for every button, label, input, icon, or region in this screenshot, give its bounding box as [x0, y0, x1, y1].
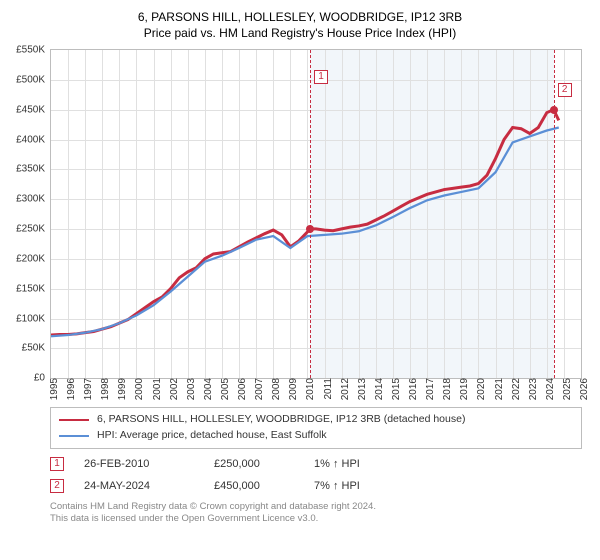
y-tick-label: £250K	[16, 224, 51, 235]
marker-label-2: 2	[558, 83, 572, 97]
y-tick-label: £50K	[22, 343, 51, 354]
title-block: 6, PARSONS HILL, HOLLESLEY, WOODBRIDGE, …	[10, 10, 590, 41]
x-tick-label: 1999	[115, 378, 128, 400]
event-change-1: 1% ↑ HPI	[314, 458, 360, 470]
y-tick-label: £300K	[16, 194, 51, 205]
x-tick-label: 2009	[286, 378, 299, 400]
y-tick-label: £450K	[16, 104, 51, 115]
x-tick-label: 2023	[526, 378, 539, 400]
x-tick-label: 2026	[577, 378, 590, 400]
line-svg	[51, 50, 581, 378]
marker-dot-1	[306, 225, 314, 233]
event-row-2: 2 24-MAY-2024 £450,000 7% ↑ HPI	[50, 479, 582, 493]
x-tick-label: 2014	[372, 378, 385, 400]
y-tick-label: £100K	[16, 313, 51, 324]
x-tick-label: 2016	[406, 378, 419, 400]
legend-item-hpi: HPI: Average price, detached house, East…	[59, 428, 573, 444]
chart-title: 6, PARSONS HILL, HOLLESLEY, WOODBRIDGE, …	[10, 10, 590, 26]
y-tick-label: £200K	[16, 253, 51, 264]
footer-text: Contains HM Land Registry data © Crown c…	[50, 501, 582, 526]
marker-line-1	[310, 50, 311, 378]
legend-swatch-property	[59, 419, 89, 421]
x-tick-label: 2021	[492, 378, 505, 400]
x-tick-label: 1997	[81, 378, 94, 400]
x-tick-label: 2017	[423, 378, 436, 400]
footer-line-2: This data is licensed under the Open Gov…	[50, 513, 582, 525]
x-tick-label: 2001	[150, 378, 163, 400]
x-tick-label: 2007	[252, 378, 265, 400]
footer-line-1: Contains HM Land Registry data © Crown c…	[50, 501, 582, 513]
x-tick-label: 2002	[167, 378, 180, 400]
event-price-2: £450,000	[214, 480, 294, 492]
event-date-2: 24-MAY-2024	[84, 480, 194, 492]
series-line-hpi	[51, 128, 559, 337]
x-tick-label: 2025	[560, 378, 573, 400]
x-tick-label: 2022	[509, 378, 522, 400]
x-tick-label: 1998	[98, 378, 111, 400]
x-tick-label: 2020	[474, 378, 487, 400]
x-tick-label: 2000	[132, 378, 145, 400]
legend-label-hpi: HPI: Average price, detached house, East…	[97, 428, 327, 444]
marker-dot-2	[550, 106, 558, 114]
series-line-property	[51, 110, 559, 335]
x-tick-label: 2006	[235, 378, 248, 400]
x-tick-label: 2011	[321, 378, 334, 400]
legend-item-property: 6, PARSONS HILL, HOLLESLEY, WOODBRIDGE, …	[59, 412, 573, 428]
x-tick-label: 2003	[184, 378, 197, 400]
x-tick-label: 1995	[47, 378, 60, 400]
x-tick-label: 2018	[440, 378, 453, 400]
y-tick-label: £500K	[16, 75, 51, 86]
legend-swatch-hpi	[59, 435, 89, 437]
event-price-1: £250,000	[214, 458, 294, 470]
chart-container: 6, PARSONS HILL, HOLLESLEY, WOODBRIDGE, …	[0, 0, 600, 560]
event-marker-2: 2	[50, 479, 64, 493]
legend-box: 6, PARSONS HILL, HOLLESLEY, WOODBRIDGE, …	[50, 407, 582, 449]
x-tick-label: 1996	[64, 378, 77, 400]
plot-region: £0£50K£100K£150K£200K£250K£300K£350K£400…	[50, 49, 582, 379]
x-tick-label: 2008	[269, 378, 282, 400]
event-marker-1: 1	[50, 457, 64, 471]
chart-area: £0£50K£100K£150K£200K£250K£300K£350K£400…	[50, 49, 582, 379]
x-tick-label: 2010	[303, 378, 316, 400]
marker-line-2	[554, 50, 555, 378]
event-change-2: 7% ↑ HPI	[314, 480, 360, 492]
x-tick-label: 2005	[218, 378, 231, 400]
events-table: 1 26-FEB-2010 £250,000 1% ↑ HPI 2 24-MAY…	[50, 457, 582, 501]
x-tick-label: 2015	[389, 378, 402, 400]
y-tick-label: £350K	[16, 164, 51, 175]
y-tick-label: £550K	[16, 45, 51, 56]
x-tick-label: 2013	[355, 378, 368, 400]
marker-label-1: 1	[314, 70, 328, 84]
x-tick-label: 2012	[338, 378, 351, 400]
x-tick-label: 2004	[201, 378, 214, 400]
y-tick-label: £400K	[16, 134, 51, 145]
legend-label-property: 6, PARSONS HILL, HOLLESLEY, WOODBRIDGE, …	[97, 412, 465, 428]
chart-subtitle: Price paid vs. HM Land Registry's House …	[10, 26, 590, 42]
x-tick-label: 2019	[457, 378, 470, 400]
event-date-1: 26-FEB-2010	[84, 458, 194, 470]
event-row-1: 1 26-FEB-2010 £250,000 1% ↑ HPI	[50, 457, 582, 471]
y-tick-label: £150K	[16, 283, 51, 294]
x-tick-label: 2024	[543, 378, 556, 400]
